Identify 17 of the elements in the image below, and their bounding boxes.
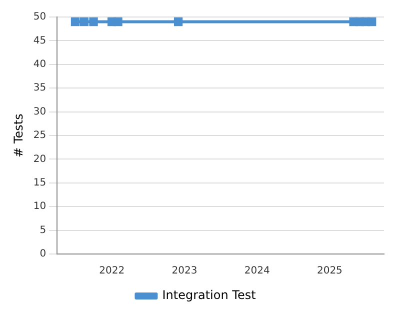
- y-tick-label: 0: [40, 248, 46, 260]
- y-tick-label: 20: [33, 154, 46, 165]
- y-tick-label: 30: [33, 106, 46, 118]
- y-axis-title: # Tests: [11, 114, 26, 158]
- y-tick-label: 45: [33, 35, 46, 46]
- legend-label: Integration Test: [162, 288, 256, 302]
- y-tick-label: 10: [33, 201, 46, 212]
- x-tick-label: 2022: [99, 266, 125, 277]
- y-tick-label: 25: [33, 130, 46, 142]
- y-tick-label: 35: [33, 82, 46, 94]
- y-tick-label: 40: [33, 58, 46, 70]
- x-tick-label: 2024: [244, 266, 270, 277]
- y-tick-label: 5: [40, 224, 46, 236]
- y-tick-label: 50: [33, 12, 46, 23]
- y-tick-label: 15: [33, 177, 46, 188]
- x-tick-label: 2023: [172, 266, 198, 277]
- x-tick-label: 2025: [316, 266, 342, 277]
